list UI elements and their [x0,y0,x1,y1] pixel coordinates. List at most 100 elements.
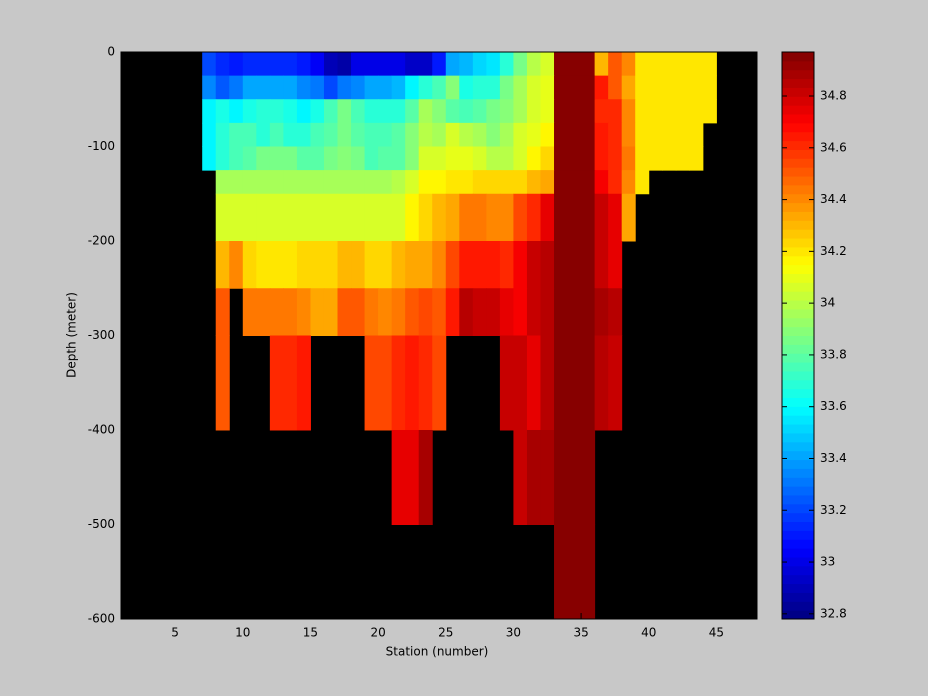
cell [337,122,352,147]
cell [472,146,487,171]
colorbar-swatch [782,486,814,496]
cell [472,75,487,100]
cell [351,170,366,195]
cell [378,170,393,195]
colorbar-swatch [782,87,814,97]
cell [296,75,311,100]
cell [351,75,366,100]
cell [310,288,325,336]
cell [418,122,433,147]
colorbar-swatch [782,122,814,133]
cell [323,52,339,77]
cell [364,170,379,195]
cell [283,122,298,147]
cell [662,146,677,171]
cell [229,193,244,242]
cell [202,75,217,100]
cell [256,99,271,124]
cell [486,122,501,147]
cell [621,52,636,77]
colorbar-swatch [782,459,814,469]
cell [391,52,406,77]
cell [648,52,663,77]
cell [445,193,460,242]
cell [215,193,230,242]
cell [608,122,623,147]
cell [662,122,677,147]
cell [581,146,596,171]
cell [540,288,555,336]
cell [486,52,501,77]
cell [337,288,352,336]
cell [567,122,582,147]
cell [323,99,339,124]
cell [351,241,366,289]
cell [215,146,230,171]
cell [499,193,514,242]
cell [323,75,339,100]
cell [269,241,284,289]
cell [648,122,663,147]
cell [513,75,528,100]
colorbar-swatch [782,264,814,274]
colorbar-swatch [782,255,814,266]
cell [472,170,487,195]
cell [283,75,298,100]
cell [459,193,474,242]
cell [418,193,433,242]
cell [242,52,257,77]
cell [675,146,690,171]
cell [364,146,379,171]
cell [581,430,596,525]
cell [337,99,352,124]
cell [296,170,311,195]
cell [242,170,257,195]
cell [418,99,433,124]
cell [337,241,352,289]
cell [283,193,298,242]
colorbar-swatch [782,317,814,328]
colorbar-swatch [782,60,814,71]
colorbar-swatch [782,246,814,257]
cell [581,193,596,242]
cell [486,193,501,242]
colorbar-swatch [782,291,814,301]
y-tick-label: -400 [88,423,115,437]
cell [378,122,393,147]
colorbar-swatch [782,176,814,186]
cell [405,430,420,525]
cell [405,335,420,431]
cell [499,75,514,100]
cell [418,146,433,171]
cell [432,122,447,147]
cell [689,99,704,124]
colorbar-swatch [782,610,814,620]
cell [540,146,555,171]
cell [567,193,582,242]
cell [689,122,704,147]
colorbar-swatch [782,574,814,585]
cell [215,170,230,195]
cell [554,430,569,525]
cell [567,524,582,620]
cell [486,170,501,195]
cell [581,241,596,289]
colorbar-tick-label: 33.8 [820,347,847,361]
colorbar-swatch [782,149,814,159]
cell [635,52,650,77]
cell [499,170,514,195]
cell [540,122,555,147]
cell [418,430,433,525]
cell [513,122,528,147]
y-tick-label: -100 [88,139,115,153]
cell [242,146,257,171]
cell [648,99,663,124]
cell [567,52,582,77]
cell [459,241,474,289]
cell [689,75,704,100]
cell [256,122,271,147]
cell [215,99,230,124]
cell [675,99,690,124]
cell [405,193,420,242]
x-tick-label: 40 [641,626,656,640]
